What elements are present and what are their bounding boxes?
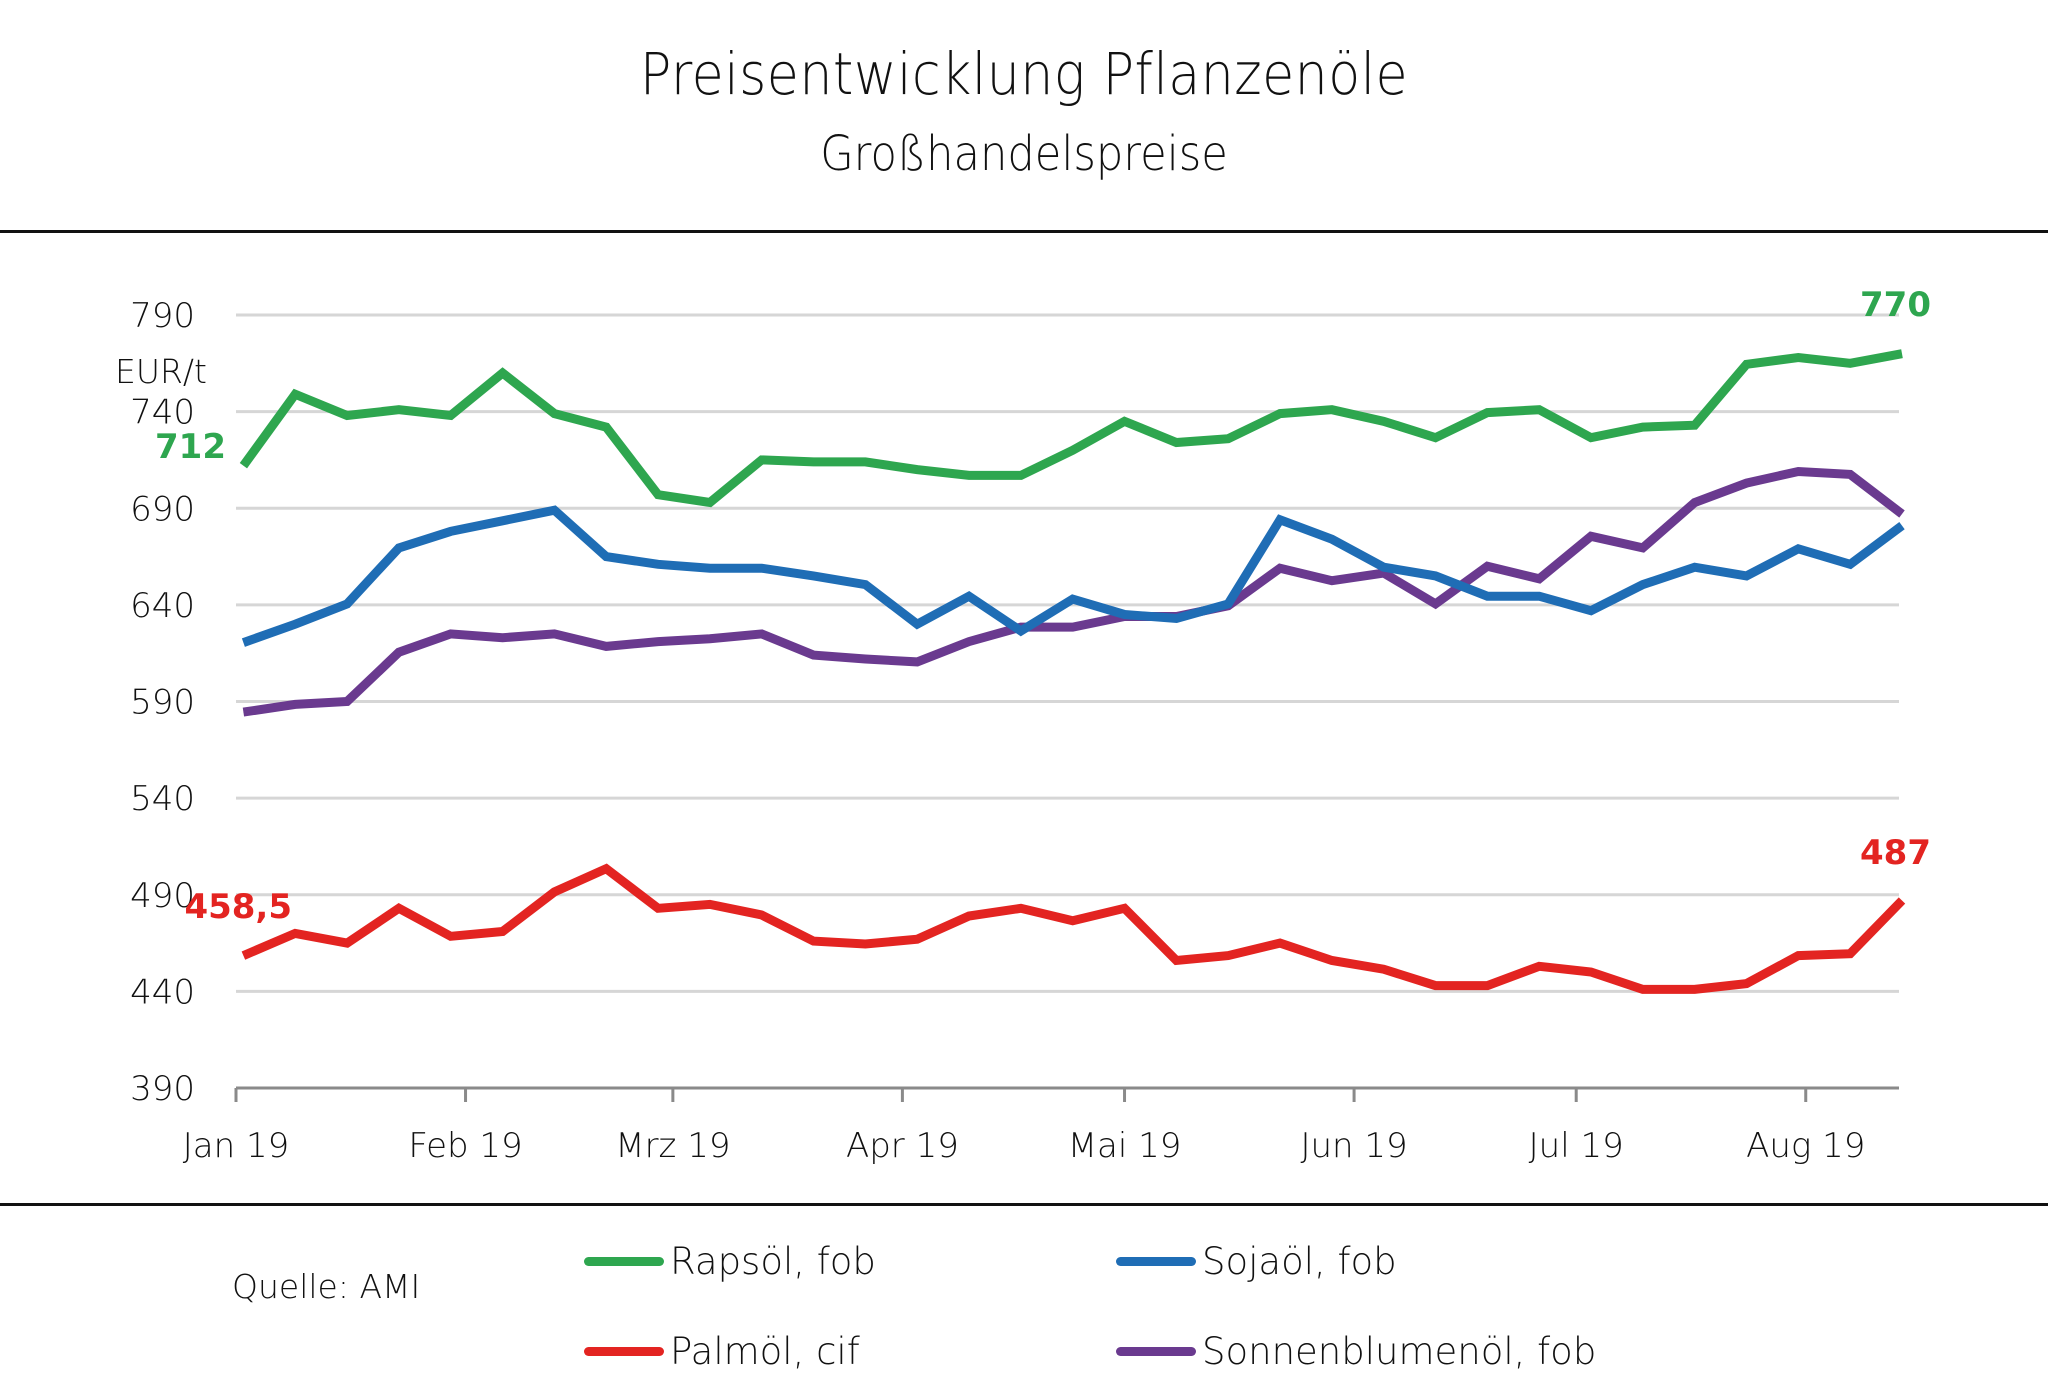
- y-tick-label: 690: [130, 489, 195, 529]
- y-axis-label: EUR/t: [115, 352, 207, 391]
- legend-swatch-palmoel: [584, 1346, 664, 1356]
- data-label-palmoel-start: 458,5: [184, 887, 292, 927]
- data-label-rapsoel-end: 770: [1860, 285, 1931, 325]
- x-tick-label: Apr 19: [846, 1126, 959, 1166]
- chart-title: Preisentwicklung Pflanzenöle: [639, 40, 1409, 108]
- x-tick-label: Jul 19: [1529, 1126, 1624, 1166]
- x-tick-label: Aug 19: [1746, 1126, 1865, 1166]
- legend-label-palmoel: Palmöl, cif: [670, 1329, 860, 1373]
- x-tick-label: Mrz 19: [615, 1126, 730, 1166]
- y-tick-label: 540: [130, 779, 195, 819]
- x-axis: Jan 19 Feb 19 Mrz 19 Apr 19 Mai 19 Jun 19 Jul …: [183, 1086, 1899, 1166]
- x-tick-label: Mai 19: [1068, 1126, 1182, 1166]
- x-tick-label: Jan 19: [183, 1126, 289, 1166]
- legend-label-rapsoel: Rapsöl, fob: [670, 1239, 876, 1283]
- y-tick-label: 390: [130, 1069, 195, 1109]
- y-tick-label: 440: [130, 972, 195, 1012]
- legend-swatch-sonnenblumenoel: [1116, 1346, 1196, 1356]
- y-tick-label: 590: [130, 683, 195, 723]
- series-line-rapsöl-fob: [239, 349, 1903, 508]
- legend-item-rapsoel: Rapsöl, fob: [584, 1236, 876, 1286]
- legend-item-sojaoel: Sojaöl, fob: [1116, 1236, 1397, 1286]
- legend-swatch-sojaoel: [1116, 1256, 1196, 1266]
- top-divider: [0, 230, 2048, 233]
- bottom-divider: [0, 1203, 2048, 1206]
- data-label-palmoel-end: 487: [1860, 833, 1931, 873]
- y-tick-label: 790: [130, 296, 195, 336]
- y-tick-label: 490: [130, 876, 195, 916]
- series-line-palmöl-cif: [241, 863, 1906, 994]
- x-tick-label: Jun 19: [1300, 1126, 1407, 1166]
- legend-label-sonnenblumenoel: Sonnenblumenöl, fob: [1202, 1329, 1597, 1373]
- legend-item-palmoel: Palmöl, cif: [584, 1326, 860, 1376]
- gridlines: [236, 313, 1899, 993]
- data-labels: 712 770 458,5 487: [155, 285, 1931, 927]
- y-axis-ticks: 390 440 490 540 590 640 690 740 790: [130, 296, 195, 1109]
- y-tick-label: 740: [130, 393, 195, 433]
- chart-subtitle: Großhandelspreise: [820, 126, 1228, 182]
- source-note: Quelle: AMI: [232, 1267, 421, 1306]
- legend-item-sonnenblumenoel: Sonnenblumenöl, fob: [1116, 1326, 1596, 1376]
- x-tick-label: Feb 19: [408, 1126, 522, 1166]
- data-label-rapsoel-start: 712: [155, 427, 226, 467]
- legend-label-sojaoel: Sojaöl, fob: [1202, 1239, 1397, 1283]
- series-lines: [239, 349, 1906, 994]
- legend-swatch-rapsoel: [584, 1256, 664, 1266]
- y-tick-label: 640: [130, 586, 195, 626]
